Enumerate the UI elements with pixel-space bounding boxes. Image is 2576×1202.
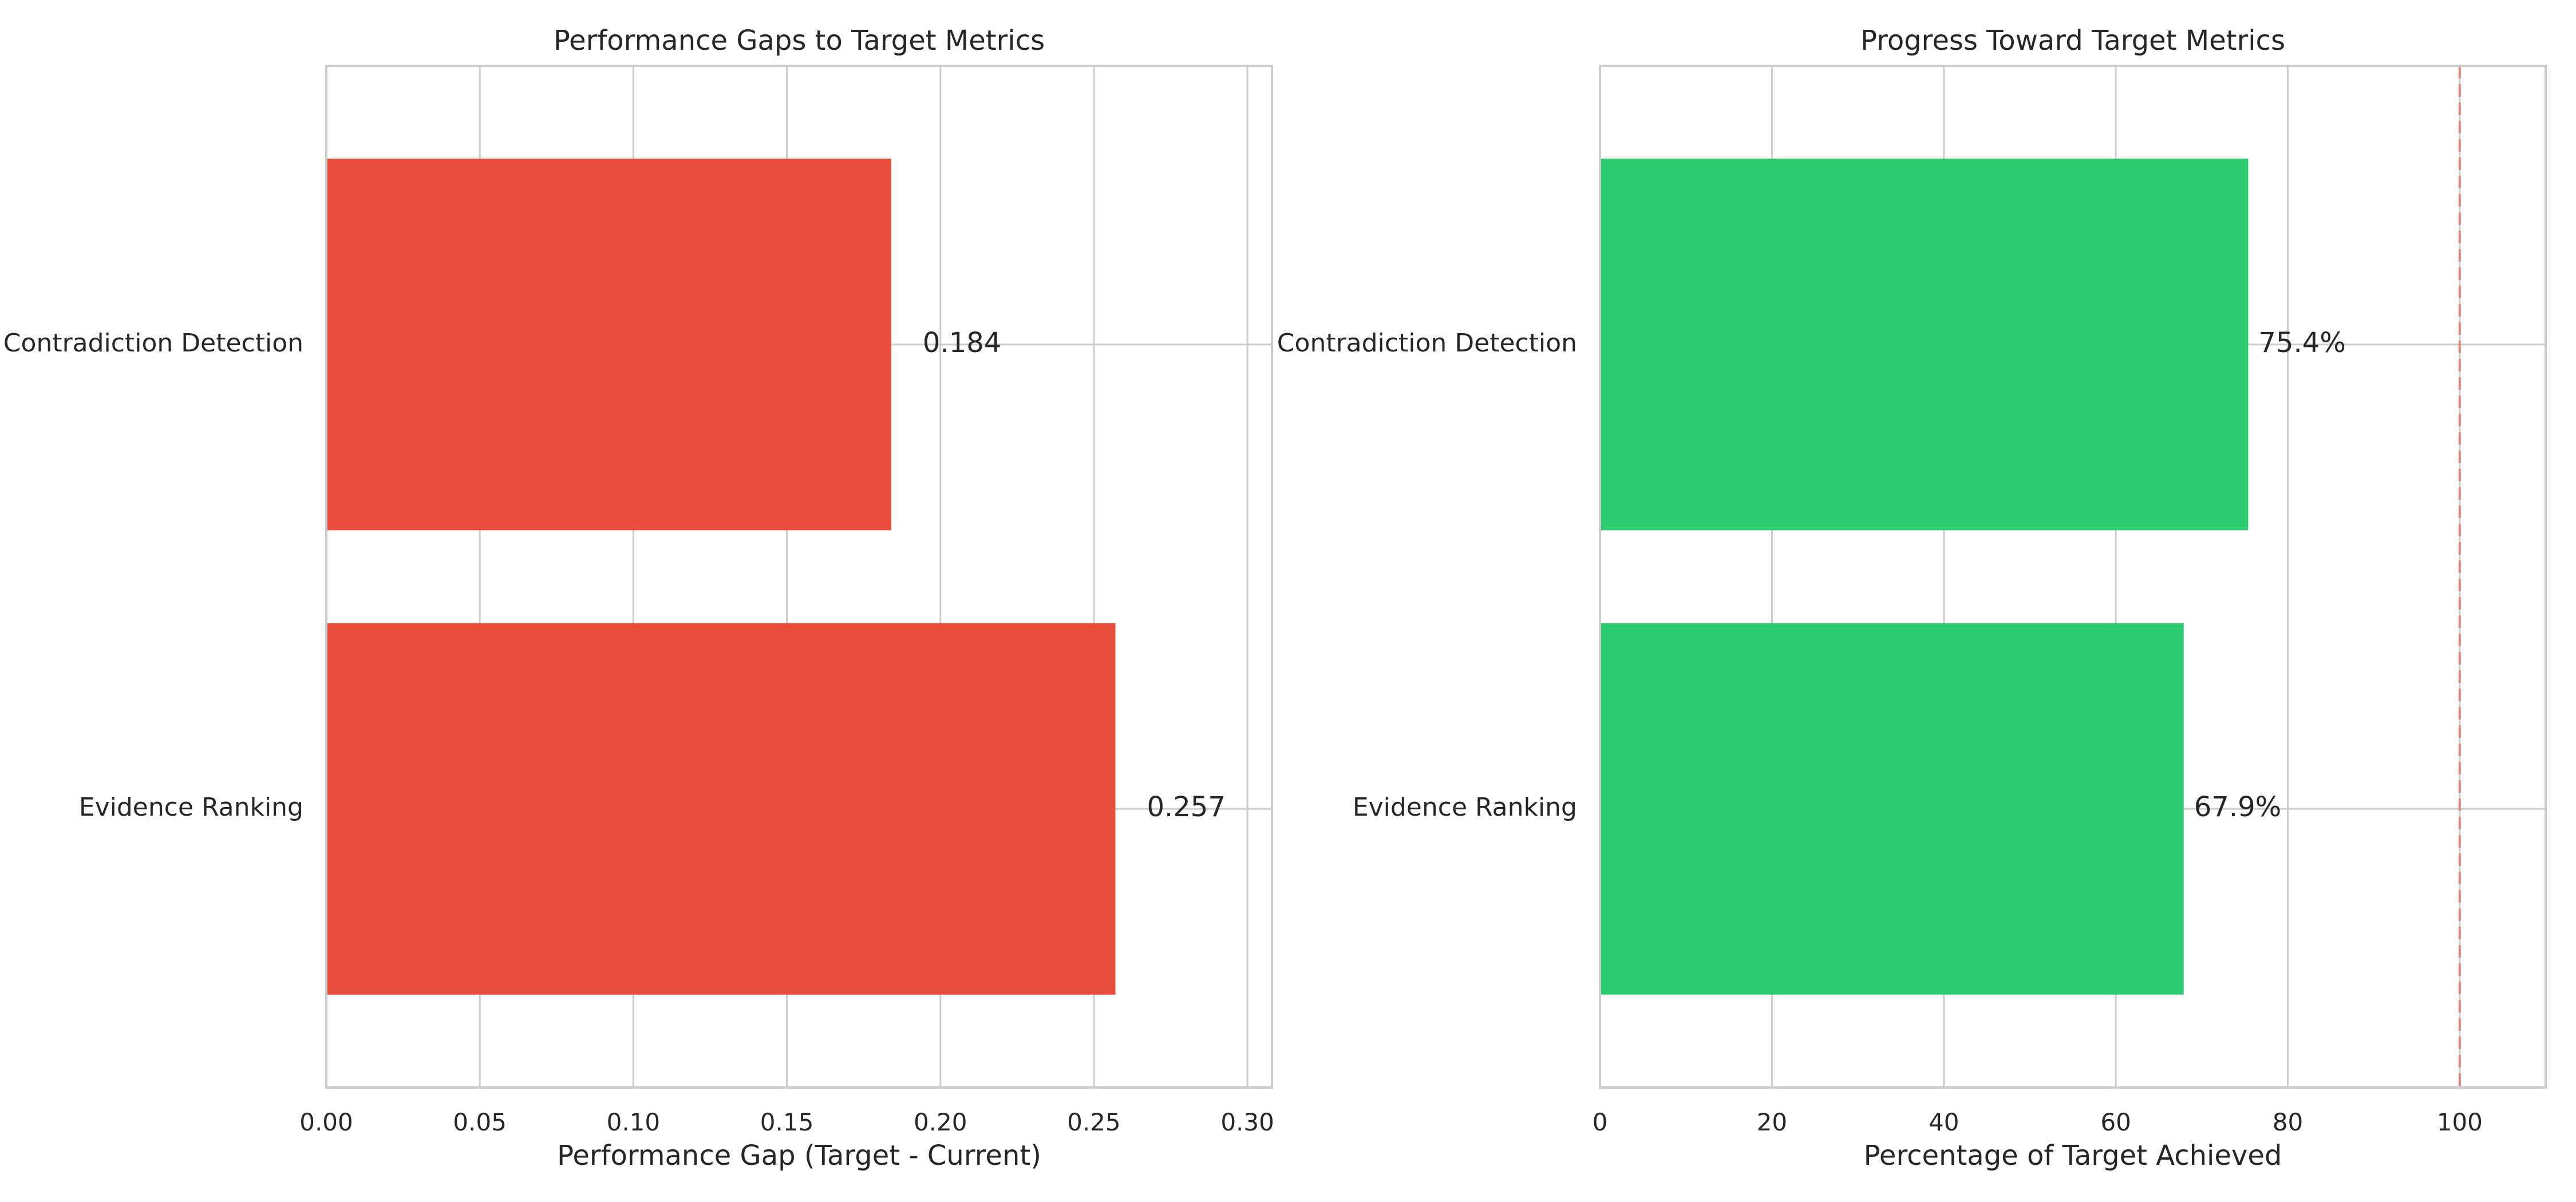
bar — [326, 159, 891, 531]
axes-frame — [1599, 65, 2547, 1089]
x-tick-label: 0.15 — [760, 1108, 814, 1136]
value-label: 67.9% — [2194, 791, 2281, 823]
x-tick-label: 0 — [1593, 1108, 1608, 1136]
chart-title: Performance Gaps to Target Metrics — [554, 25, 1045, 57]
value-label: 75.4% — [2258, 327, 2345, 359]
y-tick-label: Evidence Ranking — [79, 793, 303, 822]
axes-frame — [325, 65, 1273, 1089]
y-tick-label: Contradiction Detection — [1277, 329, 1577, 358]
x-tick-label: 0.10 — [607, 1108, 661, 1136]
x-tick-label: 40 — [1929, 1108, 1959, 1136]
x-axis-label: Performance Gap (Target - Current) — [557, 1140, 1041, 1172]
gap-chart-panel: 0.184 0.257 Contradiction Detection Evidenc… — [3, 25, 1274, 1172]
y-tick-label: Evidence Ranking — [1353, 793, 1577, 822]
progress-chart-panel: 75.4% 67.9% Contradiction Detection Evidenc… — [1277, 25, 2547, 1172]
x-tick-label: 0.05 — [453, 1108, 507, 1136]
x-axis-label: Percentage of Target Achieved — [1864, 1140, 2282, 1172]
x-tick-label: 80 — [2273, 1108, 2303, 1136]
x-tick-label: 0.25 — [1067, 1108, 1121, 1136]
x-tick-label: 0.20 — [914, 1108, 967, 1136]
bar — [326, 623, 1116, 995]
bar — [1600, 159, 2249, 531]
x-tick-label: 20 — [1757, 1108, 1787, 1136]
value-label: 0.257 — [1147, 791, 1225, 823]
x-tick-label: 60 — [2100, 1108, 2131, 1136]
y-tick-label: Contradiction Detection — [3, 329, 303, 358]
x-tick-label: 0.00 — [299, 1108, 353, 1136]
bar — [1600, 623, 2184, 995]
value-label: 0.184 — [923, 327, 1001, 359]
chart-title: Progress Toward Target Metrics — [1860, 25, 2285, 57]
x-tick-label: 100 — [2437, 1108, 2483, 1136]
x-tick-label: 0.30 — [1220, 1108, 1274, 1136]
